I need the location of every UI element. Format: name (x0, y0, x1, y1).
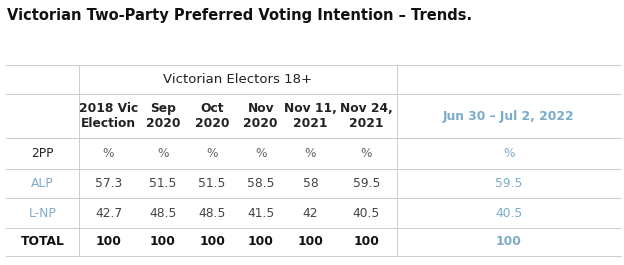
Text: 59.5: 59.5 (495, 177, 522, 190)
Text: 2018 Vic
Election: 2018 Vic Election (79, 103, 138, 130)
Text: 100: 100 (496, 235, 522, 248)
Text: 58: 58 (303, 177, 318, 190)
Text: 42.7: 42.7 (95, 207, 122, 220)
Text: Nov 24,
2021: Nov 24, 2021 (340, 103, 392, 130)
Text: %: % (305, 147, 316, 160)
Text: TOTAL: TOTAL (21, 235, 64, 248)
Text: %: % (503, 147, 514, 160)
Text: Victorian Two-Party Preferred Voting Intention – Trends.: Victorian Two-Party Preferred Voting Int… (7, 8, 472, 23)
Text: 100: 100 (150, 235, 176, 248)
Text: 48.5: 48.5 (149, 207, 177, 220)
Text: 51.5: 51.5 (149, 177, 177, 190)
Text: Oct
2020: Oct 2020 (195, 103, 230, 130)
Text: Sep
2020: Sep 2020 (146, 103, 180, 130)
Text: 51.5: 51.5 (198, 177, 226, 190)
Text: %: % (255, 147, 266, 160)
Text: Nov
2020: Nov 2020 (243, 103, 278, 130)
Text: %: % (207, 147, 218, 160)
Text: 57.3: 57.3 (95, 177, 122, 190)
Text: 100: 100 (353, 235, 379, 248)
Text: 40.5: 40.5 (353, 207, 380, 220)
Text: Jun 30 – Jul 2, 2022: Jun 30 – Jul 2, 2022 (443, 110, 575, 123)
Text: 100: 100 (199, 235, 225, 248)
Text: 100: 100 (298, 235, 323, 248)
Text: 58.5: 58.5 (247, 177, 275, 190)
Text: L-NP: L-NP (29, 207, 56, 220)
Text: 59.5: 59.5 (353, 177, 380, 190)
Text: %: % (103, 147, 114, 160)
Text: Victorian Electors 18+: Victorian Electors 18+ (163, 73, 312, 86)
Text: 41.5: 41.5 (247, 207, 275, 220)
Text: %: % (157, 147, 168, 160)
Text: Nov 11,
2021: Nov 11, 2021 (284, 103, 337, 130)
Text: %: % (361, 147, 372, 160)
Text: 2PP: 2PP (31, 147, 54, 160)
Text: 40.5: 40.5 (495, 207, 522, 220)
Text: 100: 100 (95, 235, 122, 248)
Text: ALP: ALP (31, 177, 54, 190)
Text: 48.5: 48.5 (198, 207, 226, 220)
Text: 100: 100 (248, 235, 274, 248)
Text: 42: 42 (303, 207, 318, 220)
